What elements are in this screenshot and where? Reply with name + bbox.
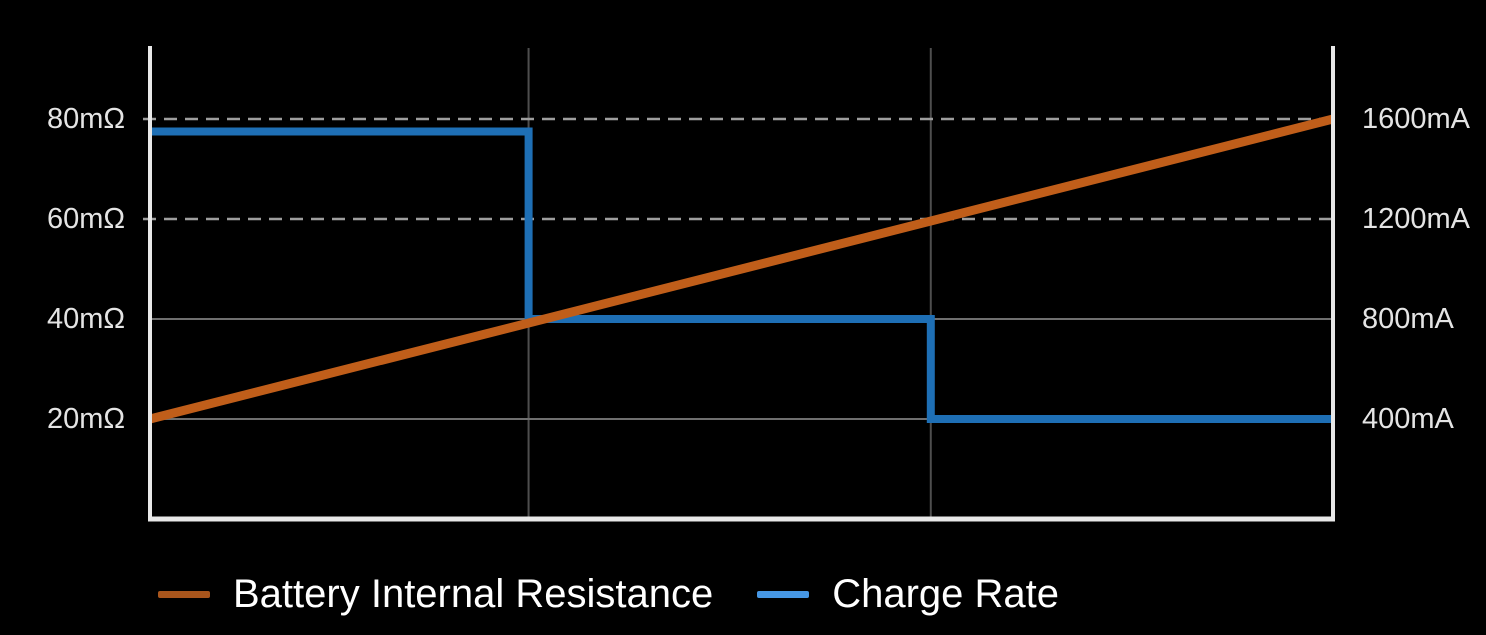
axes (148, 46, 1335, 522)
legend-item-charge-rate: Charge Rate (757, 570, 1059, 618)
left-axis-tick-60mohm: 60mΩ (47, 203, 126, 235)
right-axis-tick-400ma: 400mA (1362, 403, 1454, 435)
left-axis-tick-80mohm: 80mΩ (47, 103, 126, 135)
left-axis-tick-20mohm: 20mΩ (47, 403, 126, 435)
right-axis-tick-1600ma: 1600mA (1362, 103, 1471, 135)
legend-swatch-charge-rate (757, 590, 810, 598)
legend-item-battery-internal-resistance: Battery Internal Resistance (158, 570, 713, 618)
right-axis-tick-800ma: 800mA (1362, 303, 1454, 335)
right-axis-tick-1200ma: 1200mA (1362, 203, 1471, 235)
left-axis-tick-40mohm: 40mΩ (47, 303, 126, 335)
series-charge-rate (150, 127, 1333, 423)
gridlines (143, 48, 1331, 517)
legend-label-battery-internal-resistance: Battery Internal Resistance (233, 572, 714, 616)
series-battery-internal-resistance (148, 114, 1335, 424)
legend-swatch-battery-internal-resistance (158, 590, 210, 598)
legend: Battery Internal Resistance Charge Rate (158, 570, 1059, 618)
legend-label-charge-rate: Charge Rate (832, 572, 1060, 616)
